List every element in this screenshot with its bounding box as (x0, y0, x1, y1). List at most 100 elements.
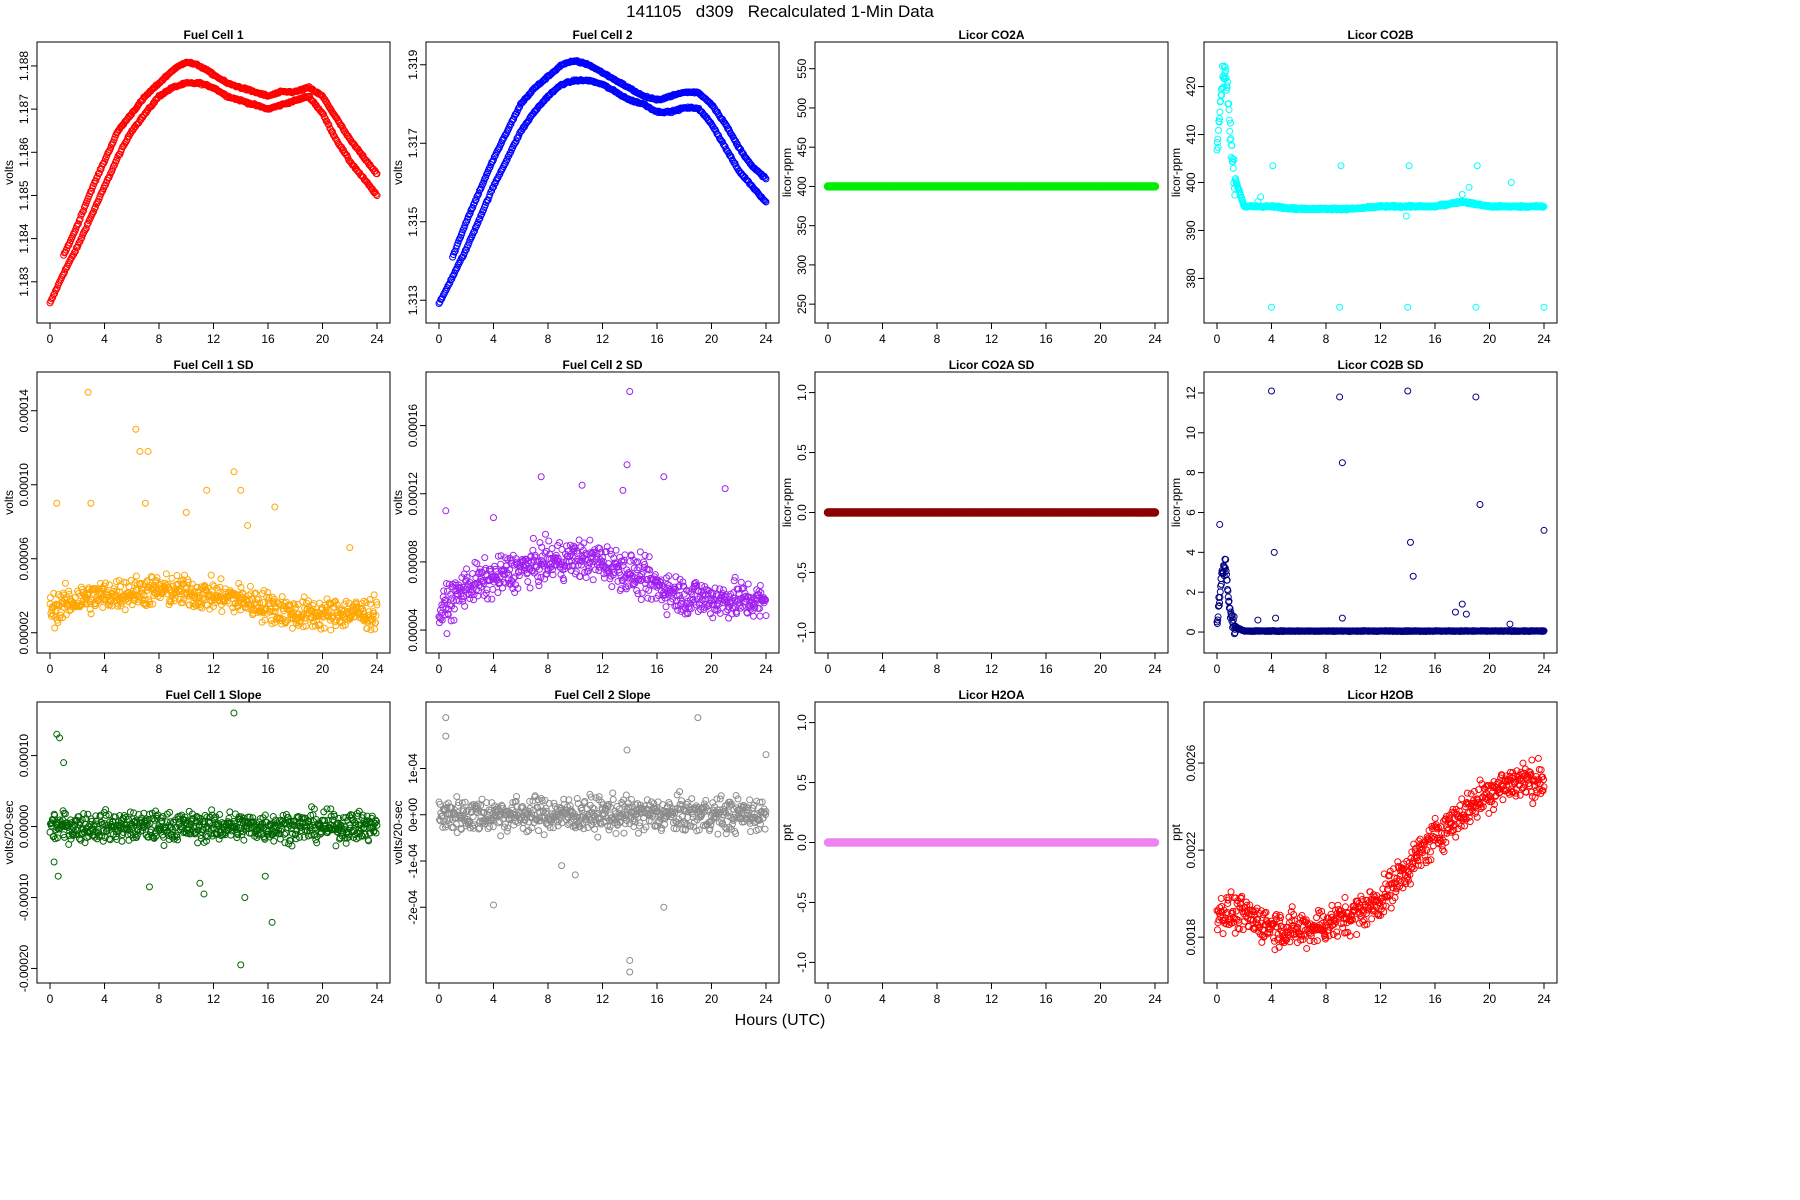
data-point (506, 149, 514, 157)
data-point (737, 604, 745, 612)
data-point (494, 552, 502, 560)
data-point (447, 617, 455, 625)
y-tick-label: 0.00002 (17, 611, 31, 655)
data-point (438, 616, 446, 624)
data-point (245, 596, 253, 604)
x-tick-label: 24 (759, 332, 773, 346)
data-point (529, 534, 537, 542)
data-point (95, 169, 103, 177)
x-tick-label: 4 (101, 332, 108, 346)
y-tick-label: 350 (795, 215, 809, 235)
data-point (633, 566, 641, 574)
page-title: 141105 d309 Recalculated 1-Min Data (626, 2, 934, 21)
data-point (366, 600, 374, 608)
data-point (662, 603, 670, 611)
data-point (586, 536, 594, 544)
data-point (323, 609, 331, 617)
data-point (180, 595, 188, 603)
x-tick-label: 4 (1268, 332, 1275, 346)
data-point (1214, 126, 1222, 134)
data-point (505, 570, 513, 578)
data-point (373, 170, 381, 178)
data-point (162, 570, 170, 578)
data-point (260, 586, 268, 594)
x-tick-label: 20 (1483, 332, 1497, 346)
y-tick-label: 2 (1184, 589, 1198, 596)
data-point (762, 612, 770, 620)
data-point (132, 425, 140, 433)
data-point (179, 599, 187, 607)
data-point (623, 461, 631, 469)
data-point (733, 609, 741, 617)
y-tick-label: 1.187 (17, 94, 31, 124)
y-tick-label: 410 (1184, 124, 1198, 144)
data-point (1225, 116, 1233, 124)
data-point (332, 622, 340, 630)
data-point (465, 211, 473, 219)
y-tick-label: 0.00004 (406, 608, 420, 652)
data-point (149, 600, 157, 608)
data-point (595, 567, 603, 575)
data-point (264, 588, 272, 596)
panel-fc2sd: Fuel Cell 2 SD0 4 8 12 16 20 240.000040.000080… (391, 358, 780, 676)
data-point (134, 598, 142, 606)
y-tick-label: 1.313 (406, 285, 420, 315)
data-point (49, 611, 57, 619)
y-tick-label: 8 (1184, 469, 1198, 476)
data-point (61, 268, 69, 276)
y-tick-label: 12 (1184, 386, 1198, 400)
data-point (658, 581, 666, 589)
data-point (740, 584, 748, 592)
data-point (436, 614, 444, 622)
y-tick-label: 1.186 (17, 137, 31, 167)
data-point (372, 190, 380, 198)
x-tick-label: 24 (1148, 332, 1162, 346)
data-point (679, 578, 687, 586)
data-point (749, 612, 757, 620)
data-point (744, 580, 752, 588)
data-point (442, 596, 450, 604)
data-point (731, 573, 739, 581)
data-point (370, 591, 378, 599)
data-point (488, 187, 496, 195)
y-tick-label: 380 (1184, 268, 1198, 288)
data-point (761, 197, 769, 205)
data-point (1228, 142, 1236, 150)
data-point (462, 219, 470, 227)
data-point (373, 192, 381, 200)
panel-title: Fuel Cell 2 (572, 28, 632, 42)
data-point (534, 573, 542, 581)
panel-fc1: Fuel Cell 10 4 8 12 16 20 241.1831.1841.1851.1… (2, 28, 391, 346)
data-point (1227, 608, 1235, 616)
data-point (1224, 593, 1232, 601)
data-points (46, 58, 381, 307)
data-points (823, 182, 1160, 191)
data-point (207, 571, 215, 579)
y-axis-label: licor-ppm (1169, 148, 1183, 197)
data-point (468, 205, 476, 213)
data-point (737, 578, 745, 586)
x-tick-label: 20 (316, 332, 330, 346)
x-tick-label: 0 (47, 662, 54, 676)
data-points (823, 508, 1160, 517)
y-tick-label: 10 (1184, 426, 1198, 440)
data-point (440, 587, 448, 595)
panel-title: Fuel Cell 1 SD (173, 358, 253, 372)
data-point (612, 546, 620, 554)
data-point (86, 605, 94, 613)
data-point (53, 499, 61, 507)
y-tick-label: 550 (795, 58, 809, 78)
data-point (171, 594, 179, 602)
data-point (651, 571, 659, 579)
data-point (102, 579, 110, 587)
data-point (762, 175, 770, 183)
data-point (182, 509, 190, 516)
data-point (578, 481, 586, 489)
data-point (545, 537, 553, 545)
x-tick-label: 16 (650, 332, 664, 346)
data-point (107, 169, 115, 177)
data-point (489, 585, 497, 593)
data-point (373, 601, 381, 609)
y-tick-label: 0.00016 (406, 404, 420, 448)
